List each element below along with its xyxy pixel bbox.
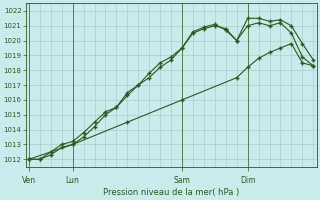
X-axis label: Pression niveau de la mer( hPa ): Pression niveau de la mer( hPa ) <box>103 188 239 197</box>
